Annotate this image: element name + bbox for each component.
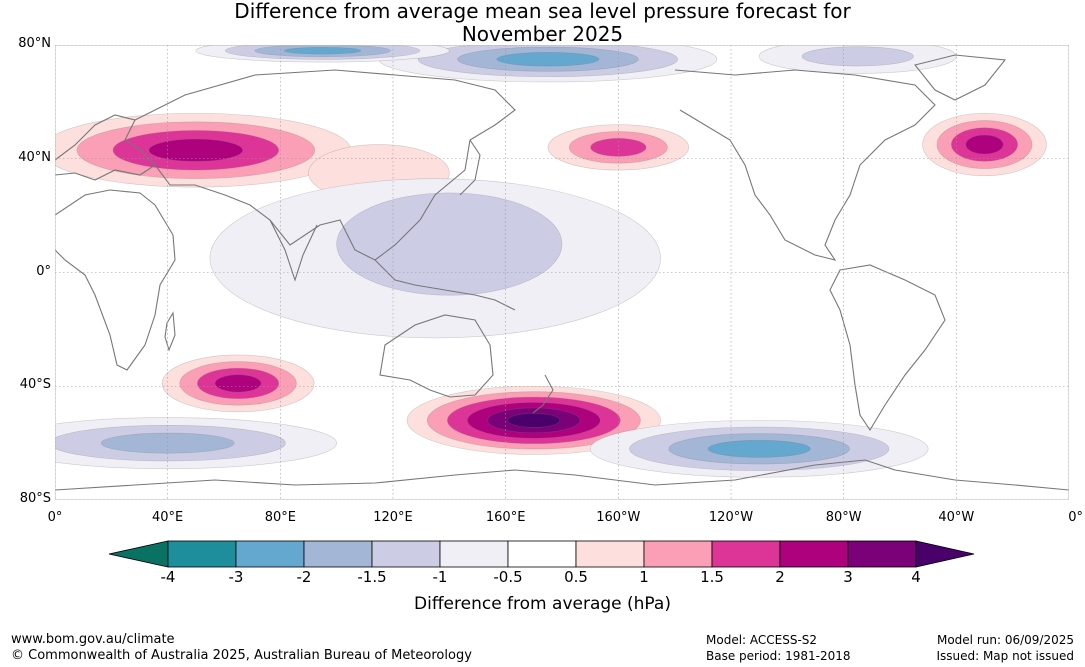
colorbar-tick-label: 2	[775, 568, 785, 586]
contour-arctic-pacific-low--2	[496, 52, 600, 67]
longitude-label: 80°W	[825, 510, 862, 525]
colorbar-tick-label: -1	[432, 568, 448, 586]
coastlines	[55, 54, 1069, 491]
contour-north-atlantic-high-2	[965, 134, 1004, 155]
longitude-label: 0°	[47, 510, 63, 525]
contour-arctic-asia-low--2	[283, 46, 362, 55]
title-line-2: November 2025	[461, 22, 624, 46]
coastline-maritime	[374, 259, 516, 311]
coastline-india	[269, 219, 318, 282]
colorbar-tick-label: -1.5	[357, 568, 387, 586]
coastline-madagascar	[164, 311, 176, 352]
colorbar-segment	[167, 540, 237, 568]
colorbar-segment	[711, 540, 781, 568]
anomaly-southern-ocean-low-west	[55, 417, 337, 470]
contour-arctic-canada-low--1	[801, 46, 914, 67]
coastline-greenland	[914, 54, 1007, 101]
coastline-south-america	[829, 264, 946, 432]
contour-nz-high-4	[507, 413, 561, 428]
map-border	[55, 45, 1069, 500]
colorbar-segment	[235, 540, 305, 568]
latitude-label: 80°S	[19, 491, 51, 506]
colorbar-tick-label: 1	[639, 568, 649, 586]
latitude-label: 80°N	[18, 36, 51, 51]
longitude-label: 160°W	[596, 510, 641, 525]
colorbar-segment	[303, 540, 373, 568]
anomaly-arctic-canada-low	[758, 45, 957, 74]
colorbar-segment	[507, 540, 577, 568]
anomaly-arctic-pacific-low	[378, 45, 718, 83]
contour-west-pacific-low--1	[336, 192, 563, 296]
latitude-label: 40°S	[19, 377, 51, 393]
anomaly-north-atlantic-high	[922, 112, 1047, 177]
colorbar-tick-label: 4	[911, 568, 921, 586]
coastline-africa	[55, 189, 176, 371]
colorbar-tick-label: -4	[160, 568, 176, 586]
footer-base-period: Base period: 1981-2018	[706, 649, 851, 663]
colorbar-extend-high	[915, 540, 975, 568]
longitude-label: 40°E	[152, 510, 184, 525]
contour-eurasia-high-2	[148, 138, 243, 162]
longitude-label: 120°E	[373, 510, 413, 525]
colorbar-tick-label: -0.5	[493, 568, 523, 586]
graticule	[55, 45, 1069, 500]
longitude-label: 120°W	[708, 510, 754, 525]
title-line-1: Difference from average mean sea level p…	[234, 0, 851, 23]
footer-model: Model: ACCESS-S2	[706, 633, 818, 647]
footer-left: www.bom.gov.au/climate © Commonwealth of…	[11, 632, 472, 664]
map-frame	[55, 45, 1069, 500]
colorbar-label: Difference from average (hPa)	[414, 594, 671, 614]
colorbar-tick-label: -3	[228, 568, 244, 586]
footer-model-info: Model: ACCESS-S2 Base period: 1981-2018	[706, 632, 851, 664]
colorbar-segment	[847, 540, 917, 568]
pressure-anomaly-map	[55, 45, 1069, 500]
colorbar-tick-label: 1.5	[700, 568, 724, 586]
colorbar-segment	[371, 540, 441, 568]
coastline-north-america	[674, 69, 936, 261]
anomaly-west-pacific-low	[336, 192, 563, 296]
footer-issued: Issued: Map not issued	[936, 649, 1074, 663]
colorbar-segment	[779, 540, 849, 568]
colorbar-segment	[643, 540, 713, 568]
colorbar-tick-label: 0.5	[564, 568, 588, 586]
coastline-asia	[134, 69, 516, 261]
colorbar-tick-label: -2	[296, 568, 312, 586]
contour-south-pacific-low--2	[707, 439, 811, 458]
longitude-label: 0°	[1068, 510, 1083, 525]
latitude-label: 40°N	[18, 149, 51, 165]
footer-website: www.bom.gov.au/climate	[11, 632, 175, 647]
longitude-label: 160°E	[485, 510, 526, 525]
longitude-label: 80°E	[264, 510, 296, 525]
anomaly-south-indian-high	[161, 354, 315, 413]
longitude-label: 40°W	[938, 510, 975, 525]
coastline-new-zealand	[532, 374, 554, 414]
footer-run-info: Model run: 06/09/2025 Issued: Map not is…	[936, 632, 1074, 664]
coastline-japan	[459, 139, 481, 196]
colorbar-extend-low	[108, 540, 169, 568]
coastline-australia	[379, 314, 494, 398]
colorbar	[108, 540, 975, 568]
anomaly-arctic-asia-low	[195, 45, 450, 63]
map-title: Difference from average mean sea level p…	[0, 0, 1085, 46]
anomaly-north-pacific-high	[547, 124, 690, 171]
colorbar-segment	[575, 540, 645, 568]
contour-south-indian-high-2	[214, 374, 262, 393]
colorbar-tick-label: 3	[843, 568, 853, 586]
colorbar-segment	[439, 540, 509, 568]
anomaly-eurasia-high	[55, 112, 352, 188]
coastline-antarctica	[55, 459, 1069, 491]
anomaly-south-pacific-low	[589, 420, 929, 478]
footer-model-run: Model run: 06/09/2025	[936, 633, 1074, 647]
footer-copyright: © Commonwealth of Australia 2025, Austra…	[11, 648, 472, 663]
latitude-label: 0°	[36, 263, 51, 279]
anomaly-nz-high	[406, 385, 661, 455]
